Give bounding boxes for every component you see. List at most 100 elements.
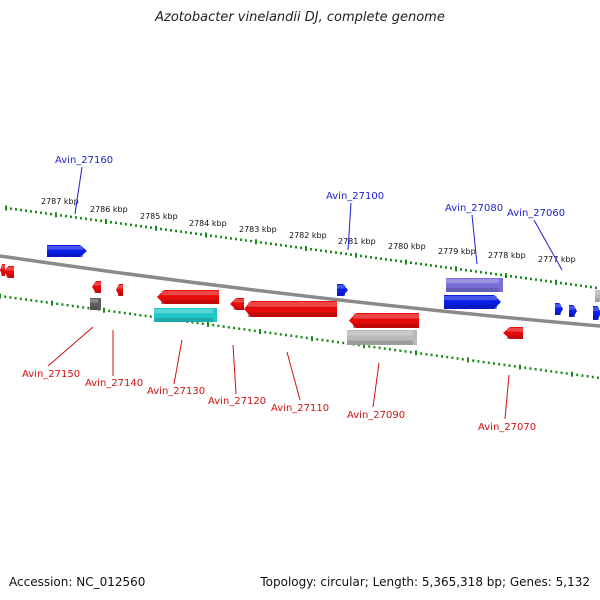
scale-tick (370, 256, 372, 259)
scale-tick (310, 247, 312, 251)
gene-feature[interactable] (593, 306, 600, 320)
scale-tick (590, 285, 592, 289)
scale-tick (75, 216, 77, 219)
scale-label: 2782 kbp (289, 231, 327, 240)
scale-tick (125, 222, 127, 226)
scale-tick (430, 353, 433, 357)
gene-label[interactable]: Avin_27160 (55, 155, 113, 166)
gene-label[interactable]: Avin_27080 (445, 203, 503, 214)
scale-tick (305, 246, 307, 252)
scale-tick (20, 208, 22, 212)
label-leader-line (504, 374, 510, 420)
label-leader-line (533, 219, 563, 271)
scale-tick (316, 338, 319, 341)
scale-tick (40, 300, 43, 303)
scale-tick (470, 269, 472, 273)
accession-text: Accession: NC_012560 (9, 575, 146, 589)
scale-tick (480, 270, 482, 274)
scale-tick (295, 335, 298, 338)
gene-feature[interactable] (116, 284, 123, 296)
scale-tick (368, 345, 371, 348)
scale-tick (105, 219, 107, 225)
gene-feature[interactable] (0, 264, 5, 276)
scale-tick (315, 248, 317, 252)
gene-feature[interactable] (444, 295, 501, 309)
scale-tick (415, 350, 417, 356)
scale-tick (467, 357, 469, 363)
scale-tick (205, 232, 207, 238)
gene-label[interactable]: Avin_27120 (208, 396, 266, 407)
label-leader-line (286, 351, 301, 401)
gene-feature[interactable] (347, 330, 417, 345)
scale-tick (280, 243, 282, 247)
scale-tick (201, 322, 204, 325)
scale-tick (175, 229, 177, 233)
gene-label[interactable]: Avin_27070 (478, 422, 536, 433)
gene-label[interactable]: Avin_27100 (326, 191, 384, 202)
scale-tick (461, 357, 464, 361)
scale-tick (409, 350, 412, 354)
genome-backbone (0, 254, 600, 328)
scale-tick (15, 208, 17, 211)
gene-feature[interactable] (595, 290, 600, 302)
scale-tick (375, 256, 377, 260)
label-leader-line (347, 202, 352, 251)
gene-feature[interactable] (337, 284, 348, 296)
gene-label[interactable]: Avin_27140 (85, 378, 143, 389)
gene-label[interactable]: Avin_27150 (22, 369, 80, 380)
scale-tick (185, 231, 187, 234)
gene-feature[interactable] (569, 305, 577, 317)
gene-feature[interactable] (349, 313, 419, 328)
scale-tick (446, 355, 449, 359)
scale-tick (539, 368, 542, 372)
gene-label[interactable]: Avin_27090 (347, 410, 405, 421)
scale-tick (560, 281, 562, 285)
scale-tick (342, 341, 345, 345)
scale-tick (190, 231, 192, 235)
scale-tick (260, 241, 262, 244)
gene-feature[interactable] (47, 245, 87, 257)
gene-feature[interactable] (446, 278, 503, 292)
scale-tick (525, 277, 527, 280)
gene-feature[interactable] (92, 281, 101, 293)
scale-tick (195, 232, 197, 235)
gene-feature[interactable] (503, 327, 523, 339)
scale-tick (540, 279, 542, 282)
scale-tick (331, 340, 334, 343)
scale-tick (311, 336, 313, 342)
scale-tick (534, 367, 537, 371)
scale-tick (14, 296, 17, 300)
scale-tick (149, 315, 152, 318)
scale-tick (415, 262, 417, 265)
scale-ticks-outer (5, 205, 597, 289)
scale-tick (595, 286, 597, 289)
scale-tick (373, 345, 376, 349)
gene-feature[interactable] (157, 290, 219, 304)
gene-label[interactable]: Avin_27060 (507, 208, 565, 219)
scale-tick (255, 239, 257, 245)
scale-tick (60, 214, 62, 217)
gene-feature[interactable] (154, 308, 217, 322)
scale-tick (35, 210, 37, 214)
scale-tick (591, 375, 594, 379)
gene-feature[interactable] (230, 298, 244, 310)
scale-tick (5, 205, 7, 211)
gene-feature[interactable] (555, 303, 563, 315)
scale-tick (350, 253, 352, 256)
gene-feature[interactable] (90, 298, 101, 310)
scale-tick (357, 343, 360, 347)
scale-tick (225, 236, 227, 239)
gene-label[interactable]: Avin_27110 (271, 403, 329, 414)
topology-text: Topology: circular; Length: 5,365,318 bp… (260, 575, 590, 589)
scale-tick (40, 211, 42, 214)
gene-feature[interactable] (244, 301, 337, 317)
scale-tick (265, 241, 267, 245)
scale-tick (145, 225, 147, 229)
scale-tick (45, 212, 47, 215)
scale-tick (325, 249, 327, 253)
gene-label[interactable]: Avin_27130 (147, 386, 205, 397)
scale-tick (385, 258, 387, 261)
gene-feature[interactable] (4, 266, 14, 278)
scale-tick (524, 366, 527, 370)
